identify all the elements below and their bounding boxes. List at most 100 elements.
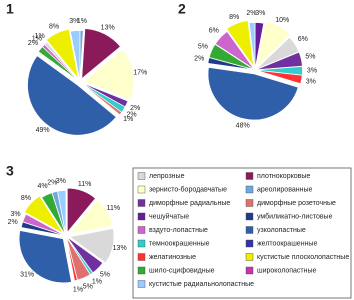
pie-slice bbox=[256, 51, 303, 70]
pie-title: 2 bbox=[178, 1, 186, 17]
slice-label: 48% bbox=[236, 122, 250, 129]
legend-swatch bbox=[137, 172, 146, 180]
legend-label: диморфные радиальные bbox=[149, 200, 230, 207]
slice-label: 5% bbox=[305, 54, 315, 61]
legend-swatch bbox=[137, 280, 146, 288]
slice-label: 2% bbox=[246, 10, 256, 17]
pie-slice bbox=[81, 28, 121, 80]
pie-title: 3 bbox=[6, 163, 14, 179]
pie-slice bbox=[44, 41, 80, 82]
slice-label: 13% bbox=[113, 245, 127, 252]
legend-label: зернисто-бородавчатые bbox=[149, 185, 227, 193]
pie-slice bbox=[18, 230, 72, 284]
legend-swatch bbox=[137, 185, 146, 194]
slice-label: 8% bbox=[229, 14, 239, 21]
slice-label: 1% bbox=[32, 36, 42, 43]
legend-swatch bbox=[137, 199, 146, 207]
pie-slice bbox=[256, 20, 291, 68]
pie-slice bbox=[66, 237, 78, 282]
slice-label: 2% bbox=[194, 55, 204, 62]
legend-label: умбиликатно-листовые bbox=[257, 212, 333, 220]
legend-label: вздуто-лопастные bbox=[149, 227, 208, 234]
pie-slice bbox=[70, 30, 81, 81]
legend-swatch bbox=[245, 253, 254, 261]
legend-label: ареолированные bbox=[257, 186, 312, 193]
slice-label: 11% bbox=[107, 205, 121, 212]
pie-slice bbox=[80, 82, 123, 116]
slice-label: 11% bbox=[78, 181, 92, 188]
slice-label: 1% bbox=[123, 116, 133, 123]
slice-label: 3% bbox=[255, 10, 265, 17]
legend-swatch bbox=[137, 253, 146, 261]
slice-label: 1% bbox=[73, 287, 83, 294]
slice-label: 3% bbox=[307, 68, 317, 75]
slice-label: 5% bbox=[100, 272, 110, 279]
slice-label: 2% bbox=[28, 40, 38, 47]
pie-slice bbox=[27, 55, 117, 136]
pie-title: 1 bbox=[6, 1, 14, 17]
pie-slice bbox=[256, 37, 300, 70]
legend-label: желтоокрашенные bbox=[257, 240, 317, 247]
legend-box bbox=[132, 167, 352, 299]
slice-label: 1% bbox=[92, 278, 102, 285]
slice-label: 2% bbox=[47, 180, 57, 187]
pie-slice bbox=[226, 20, 254, 67]
slice-label: 3% bbox=[10, 211, 20, 218]
legend-swatch bbox=[137, 239, 146, 248]
slice-label: 3% bbox=[306, 78, 316, 85]
slice-label: 10% bbox=[275, 17, 289, 24]
slice-label: 17% bbox=[133, 69, 147, 76]
legend-swatch bbox=[245, 266, 254, 275]
slice-label: 4% bbox=[38, 183, 48, 190]
legend-label: широколопастные bbox=[257, 267, 317, 274]
pie-slice bbox=[46, 28, 79, 79]
legend-label: кустистые плосколопастные bbox=[257, 254, 349, 261]
legend-label: шило-сцифовидные bbox=[149, 267, 215, 274]
legend-label: плотнокорковые bbox=[257, 173, 310, 180]
slice-label: 5% bbox=[198, 44, 208, 51]
pie-slice bbox=[214, 31, 255, 70]
pie-slice bbox=[256, 70, 303, 85]
slice-label: 2% bbox=[130, 105, 140, 112]
legend-swatch bbox=[137, 212, 146, 221]
pie-slice bbox=[248, 22, 256, 69]
slice-label: 13% bbox=[101, 24, 115, 31]
pie-slice bbox=[207, 67, 299, 121]
legend-swatch bbox=[245, 226, 254, 234]
slice-label: 49% bbox=[36, 127, 50, 134]
slice-label: 8% bbox=[21, 195, 31, 202]
slice-label: 31% bbox=[20, 272, 34, 279]
pie-slice bbox=[83, 49, 135, 101]
legend-label: узколопастные bbox=[257, 227, 306, 234]
pie-slice bbox=[57, 190, 67, 235]
pie-slice bbox=[69, 228, 115, 264]
legend-label: чешуйчатые bbox=[149, 212, 189, 220]
legend-label: желатинозные bbox=[149, 254, 196, 261]
pie-slice bbox=[22, 213, 65, 236]
slice-label: 8% bbox=[49, 24, 59, 31]
legend-swatch bbox=[137, 266, 146, 275]
slice-label: 2% bbox=[8, 219, 18, 226]
legend-label: кустистые радиальнолопастные bbox=[149, 281, 254, 288]
slice-label: 6% bbox=[298, 36, 308, 43]
legend-swatch bbox=[245, 172, 254, 180]
slice-label: 3% bbox=[56, 178, 66, 185]
slice-label: 2% bbox=[126, 112, 136, 119]
legend-label: диморфные розеточные bbox=[257, 200, 336, 207]
legend-swatch bbox=[245, 185, 254, 194]
pie-slice bbox=[207, 57, 254, 70]
pie-slice bbox=[24, 195, 64, 234]
legend-swatch bbox=[245, 212, 254, 221]
pie-slice bbox=[68, 199, 114, 235]
slice-label: 1% bbox=[77, 18, 87, 25]
slice-label: 3% bbox=[69, 18, 79, 25]
legend-swatch bbox=[137, 226, 146, 234]
legend-swatch bbox=[245, 239, 254, 248]
pie-slice bbox=[208, 43, 254, 70]
pie-slice bbox=[67, 187, 96, 234]
slice-label: 1% bbox=[35, 33, 45, 40]
slice-label: 6% bbox=[209, 27, 219, 34]
legend-label: темноокрашенные bbox=[149, 240, 210, 247]
slice-label: 5% bbox=[83, 283, 93, 290]
